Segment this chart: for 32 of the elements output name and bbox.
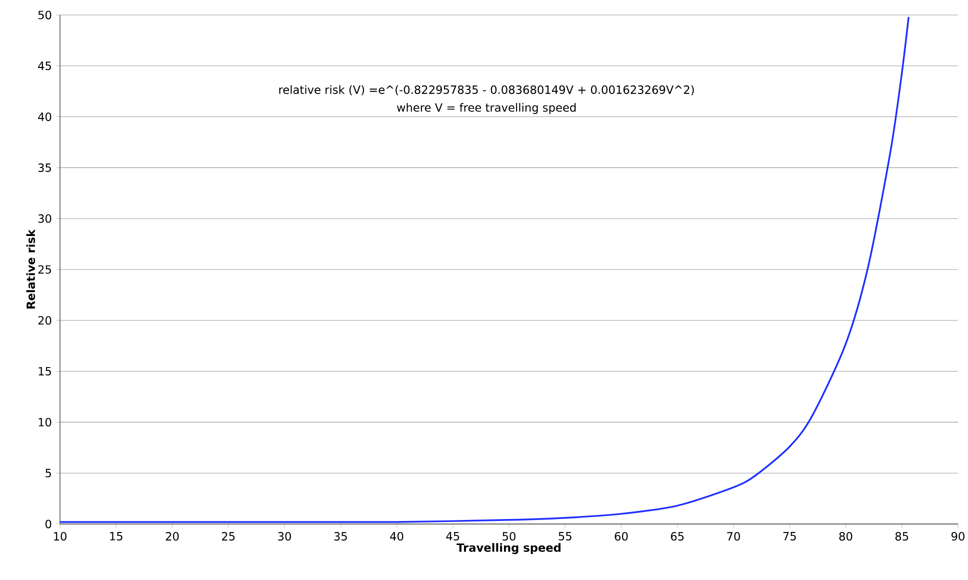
x-tick-label: 45 bbox=[446, 532, 460, 540]
y-tick-label: 50 bbox=[38, 10, 52, 20]
x-tick-label: 85 bbox=[895, 532, 908, 541]
x-tick-label: 90 bbox=[952, 532, 964, 541]
y-tick-label: 30 bbox=[38, 214, 52, 223]
y-tick-label: 0 bbox=[46, 520, 52, 528]
y-tick-label: 20 bbox=[38, 316, 52, 325]
y-tick-label: 45 bbox=[38, 62, 51, 70]
x-tick-label: 10 bbox=[54, 532, 66, 541]
x-tick-label: 25 bbox=[222, 532, 235, 541]
x-tick-label: 35 bbox=[334, 532, 347, 541]
x-tick-label: 40 bbox=[390, 532, 404, 541]
y-tick-label: 25 bbox=[38, 265, 51, 274]
y-axis-title: Relative risk bbox=[26, 229, 36, 308]
x-tick-label: 70 bbox=[727, 532, 740, 541]
y-tick-label: 5 bbox=[46, 468, 51, 478]
x-tick-label: 55 bbox=[558, 532, 572, 540]
y-tick-label: 15 bbox=[38, 367, 51, 376]
y-tick-label: 35 bbox=[38, 163, 51, 172]
x-tick-label: 20 bbox=[166, 532, 179, 541]
x-tick-label: 80 bbox=[839, 532, 852, 541]
annotation: where V = free travelling speed bbox=[396, 103, 576, 114]
x-tick-label: 50 bbox=[502, 532, 516, 541]
y-tick-label: 10 bbox=[38, 418, 52, 426]
x-tick-label: 65 bbox=[670, 532, 684, 541]
y-tick-label: 40 bbox=[38, 112, 52, 122]
x-tick-label: 75 bbox=[783, 532, 796, 540]
annotation: relative risk (V) =e^(-0.822957835 - 0.083680149V + 0.001623269V^2) bbox=[279, 85, 694, 96]
x-tick-label: 30 bbox=[278, 532, 291, 541]
x-tick-label: 60 bbox=[614, 532, 628, 541]
x-axis-title: Travelling speed bbox=[456, 543, 560, 554]
x-tick-label: 15 bbox=[110, 532, 122, 540]
